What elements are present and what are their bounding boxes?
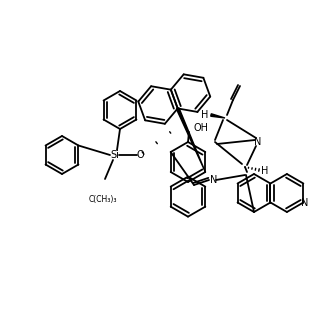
Text: N: N (254, 137, 262, 147)
Polygon shape (177, 108, 205, 172)
Text: O: O (136, 150, 144, 160)
Text: N: N (210, 175, 218, 185)
Polygon shape (211, 114, 225, 118)
Text: C(CH₃)₃: C(CH₃)₃ (89, 195, 117, 204)
Text: OH: OH (193, 123, 208, 133)
Text: H: H (261, 166, 269, 176)
Text: N: N (301, 199, 308, 209)
Text: Si: Si (111, 150, 119, 160)
Text: H: H (201, 110, 209, 120)
